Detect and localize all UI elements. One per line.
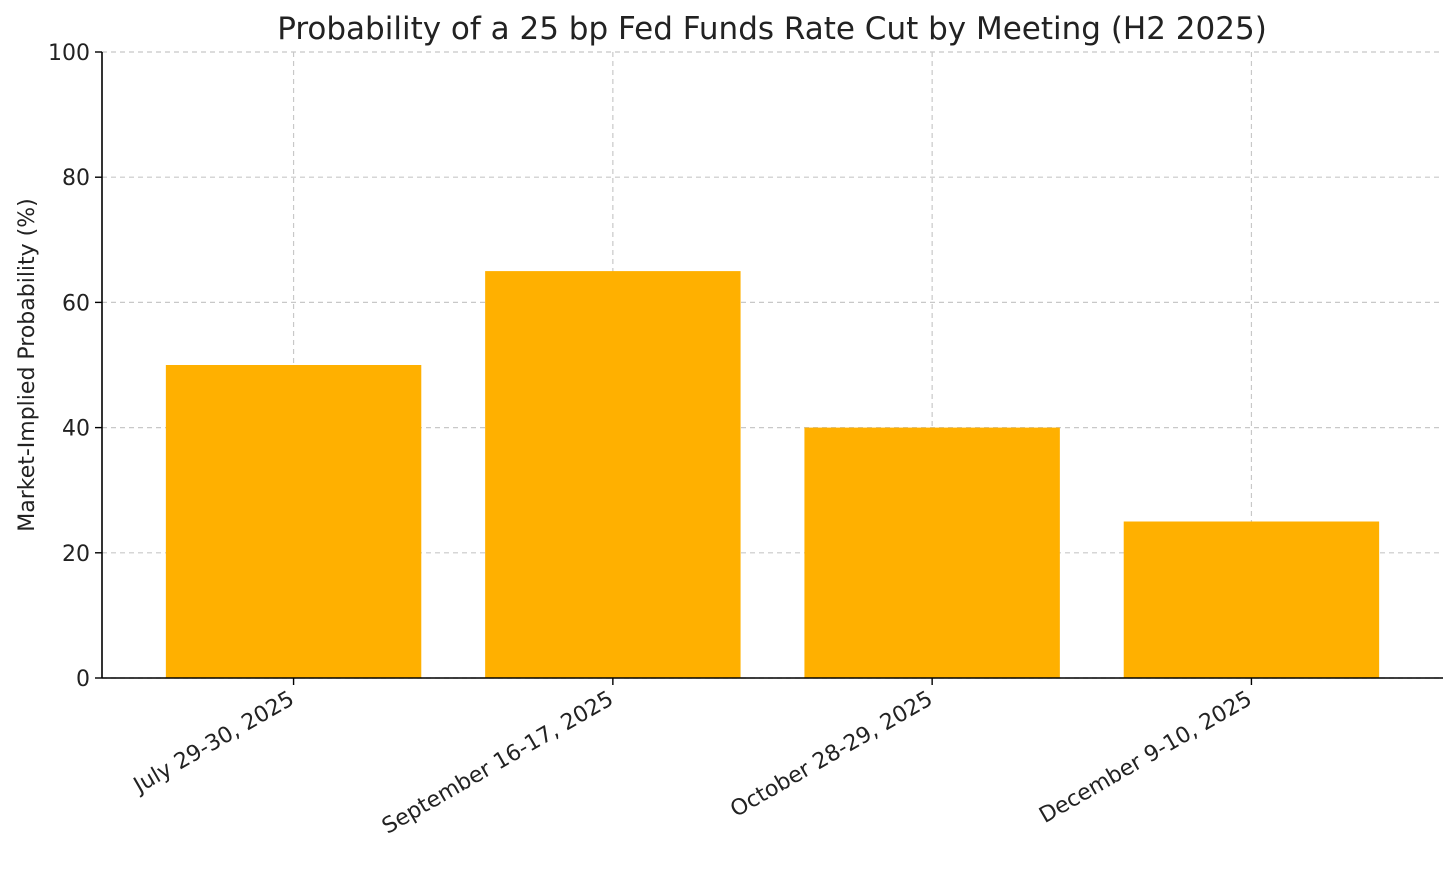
x-tick-label: July 29-30, 2025 <box>128 687 299 800</box>
y-axis-label: Market-Implied Probability (%) <box>15 198 40 532</box>
bars <box>165 271 1380 678</box>
y-tick-label: 40 <box>62 417 90 442</box>
x-tick-label: December 9-10, 2025 <box>1035 687 1256 829</box>
bar-2 <box>485 271 741 678</box>
x-tick-label: September 16-17, 2025 <box>378 687 618 840</box>
bar-3 <box>804 427 1060 678</box>
y-tick-label: 0 <box>76 667 90 692</box>
y-tick-label: 80 <box>62 166 90 191</box>
y-tick-label: 100 <box>48 41 90 66</box>
bar-1 <box>165 365 422 678</box>
chart-title: Probability of a 25 bp Fed Funds Rate Cu… <box>277 11 1267 47</box>
axes <box>101 52 1443 679</box>
y-tick-label: 20 <box>62 542 90 567</box>
y-tick-label: 60 <box>62 291 90 316</box>
bar-4 <box>1123 521 1380 678</box>
x-tick-label: October 28-29, 2025 <box>726 687 937 823</box>
